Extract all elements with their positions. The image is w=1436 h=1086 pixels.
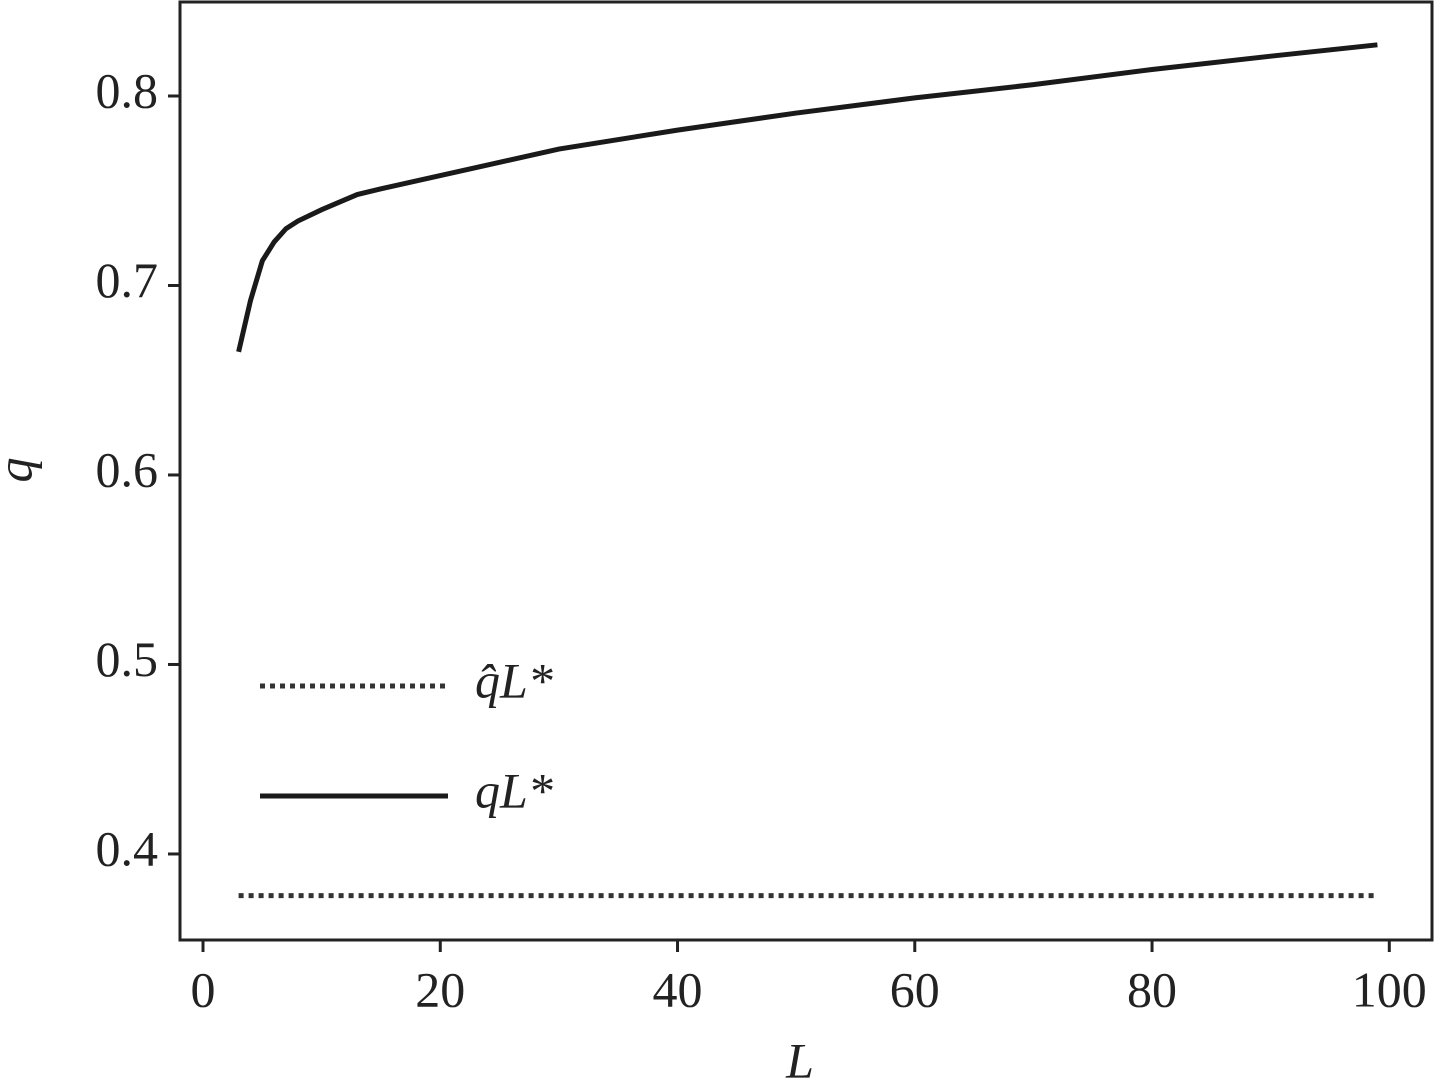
y-tick-label: 0.6 bbox=[96, 441, 159, 497]
x-tick-label: 0 bbox=[191, 961, 216, 1017]
plot-frame bbox=[178, 0, 1434, 942]
x-axis-label: L bbox=[785, 1032, 814, 1086]
y-tick-label: 0.8 bbox=[96, 62, 159, 118]
legend-label: qL* bbox=[475, 762, 553, 818]
x-tick-label: 60 bbox=[890, 961, 940, 1017]
series-line bbox=[236, 42, 1378, 353]
x-tick-label: 40 bbox=[653, 961, 703, 1017]
legend-label: q̂L* bbox=[475, 652, 553, 708]
y-tick-label: 0.5 bbox=[96, 631, 159, 687]
x-tick-label: 100 bbox=[1352, 961, 1427, 1017]
x-tick-label: 80 bbox=[1127, 961, 1177, 1017]
y-tick-label: 0.7 bbox=[96, 252, 159, 308]
x-tick-label: 20 bbox=[415, 961, 465, 1017]
y-tick-label: 0.4 bbox=[96, 820, 159, 876]
y-axis-label: q bbox=[0, 458, 42, 483]
